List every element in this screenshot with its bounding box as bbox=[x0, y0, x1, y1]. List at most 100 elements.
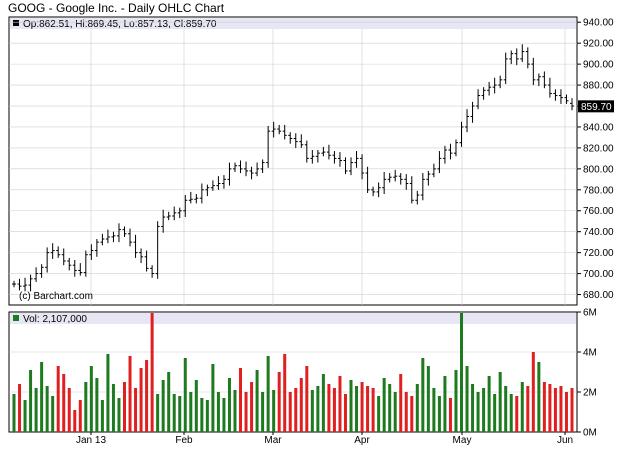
volume-bar bbox=[62, 374, 66, 432]
volume-bar bbox=[161, 380, 165, 432]
volume-bar bbox=[29, 370, 33, 432]
volume-bar bbox=[393, 392, 397, 432]
volume-bar bbox=[34, 388, 38, 432]
volume-bar bbox=[255, 370, 259, 432]
volume-bar bbox=[542, 382, 546, 432]
x-tick-label: May bbox=[453, 435, 472, 446]
volume-bar bbox=[437, 396, 441, 432]
volume-legend-marker bbox=[13, 315, 19, 321]
volume-tick-label: 4M bbox=[583, 348, 597, 359]
volume-bar bbox=[509, 394, 513, 432]
y-tick-label: 820.00 bbox=[583, 143, 614, 154]
volume-bar bbox=[415, 384, 419, 432]
volume-bar bbox=[421, 358, 425, 432]
volume-bar bbox=[172, 394, 176, 432]
volume-bar bbox=[388, 384, 392, 432]
volume-bar bbox=[349, 380, 353, 432]
volume-bar bbox=[404, 392, 408, 432]
x-tick-label: Apr bbox=[354, 435, 370, 446]
volume-bar bbox=[294, 388, 298, 432]
volume-bar bbox=[40, 362, 44, 432]
volume-bar bbox=[18, 384, 22, 432]
volume-bar bbox=[205, 400, 209, 432]
volume-bar bbox=[194, 380, 198, 432]
volume-bar bbox=[250, 382, 254, 432]
volume-bar bbox=[178, 396, 182, 432]
y-tick-label: 920.00 bbox=[583, 39, 614, 50]
y-tick-label: 800.00 bbox=[583, 164, 614, 175]
volume-bar bbox=[498, 372, 502, 432]
volume-bar bbox=[139, 368, 143, 432]
volume-tick-label: 0M bbox=[583, 428, 597, 439]
volume-plot-frame bbox=[8, 311, 578, 433]
volume-bar bbox=[443, 376, 447, 432]
volume-bar bbox=[56, 366, 60, 432]
volume-bar bbox=[338, 376, 342, 432]
volume-bar bbox=[476, 392, 480, 432]
volume-info-text: Vol: 2,107,000 bbox=[23, 314, 87, 325]
volume-bar bbox=[548, 384, 552, 432]
volume-bar bbox=[128, 356, 132, 432]
y-tick-label: 760.00 bbox=[583, 206, 614, 217]
volume-bar bbox=[426, 366, 430, 432]
x-tick-label: Jun bbox=[557, 435, 573, 446]
y-tick-label: 840.00 bbox=[583, 122, 614, 133]
volume-bar bbox=[145, 360, 149, 432]
volume-bar bbox=[493, 394, 497, 432]
y-tick-label: 880.00 bbox=[583, 81, 614, 92]
chart-title: GOOG - Google Inc. - Daily OHLC Chart bbox=[8, 1, 225, 15]
volume-bar bbox=[316, 386, 320, 432]
volume-bar bbox=[183, 358, 187, 432]
y-tick-label: 900.00 bbox=[583, 60, 614, 71]
volume-bar bbox=[67, 388, 71, 432]
volume-bar bbox=[244, 392, 248, 432]
volume-bar bbox=[399, 374, 403, 432]
volume-bar bbox=[122, 382, 126, 432]
y-tick-label: 700.00 bbox=[583, 269, 614, 280]
volume-bar bbox=[78, 400, 82, 432]
volume-bar bbox=[332, 388, 336, 432]
volume-bar bbox=[382, 378, 386, 432]
volume-tick-label: 6M bbox=[583, 308, 597, 319]
x-tick-label: Feb bbox=[175, 435, 193, 446]
volume-bar bbox=[482, 388, 486, 432]
volume-bar bbox=[167, 372, 171, 432]
volume-bar bbox=[343, 394, 347, 432]
ohlc-info-text: Op:862.51, Hi:869.45, Lo:857.13, Cl:859.… bbox=[23, 19, 217, 30]
volume-bar bbox=[327, 384, 331, 432]
price-info-strip bbox=[10, 18, 576, 29]
volume-bar bbox=[266, 356, 270, 432]
volume-bar bbox=[73, 410, 77, 432]
watermark-text: (c) Barchart.com bbox=[19, 291, 93, 302]
price-legend-marker bbox=[13, 20, 19, 26]
volume-bar bbox=[222, 398, 226, 432]
volume-bar bbox=[233, 390, 237, 432]
volume-bar bbox=[239, 368, 243, 432]
volume-bar bbox=[156, 394, 160, 432]
volume-bar bbox=[288, 392, 292, 432]
volume-bar bbox=[299, 378, 303, 432]
volume-bar bbox=[360, 382, 364, 432]
volume-bar bbox=[283, 354, 287, 432]
y-tick-label: 780.00 bbox=[583, 185, 614, 196]
volume-bar bbox=[111, 384, 115, 432]
volume-bar bbox=[520, 382, 524, 432]
volume-bar bbox=[454, 370, 458, 432]
y-tick-label: 720.00 bbox=[583, 248, 614, 259]
volume-bar bbox=[487, 376, 491, 432]
volume-bar bbox=[471, 384, 475, 432]
volume-bar bbox=[460, 313, 464, 432]
volume-bar bbox=[570, 388, 574, 432]
volume-bar bbox=[211, 364, 215, 432]
volume-bar bbox=[355, 386, 359, 432]
volume-bar bbox=[189, 392, 193, 432]
y-tick-label: 740.00 bbox=[583, 227, 614, 238]
volume-bar bbox=[261, 392, 265, 432]
volume-bar bbox=[134, 388, 138, 432]
volume-bar bbox=[504, 386, 508, 432]
volume-bar bbox=[305, 366, 309, 432]
volume-bar bbox=[465, 366, 469, 432]
volume-bar bbox=[100, 400, 104, 432]
volume-bar bbox=[537, 362, 541, 432]
volume-bar bbox=[410, 396, 414, 432]
